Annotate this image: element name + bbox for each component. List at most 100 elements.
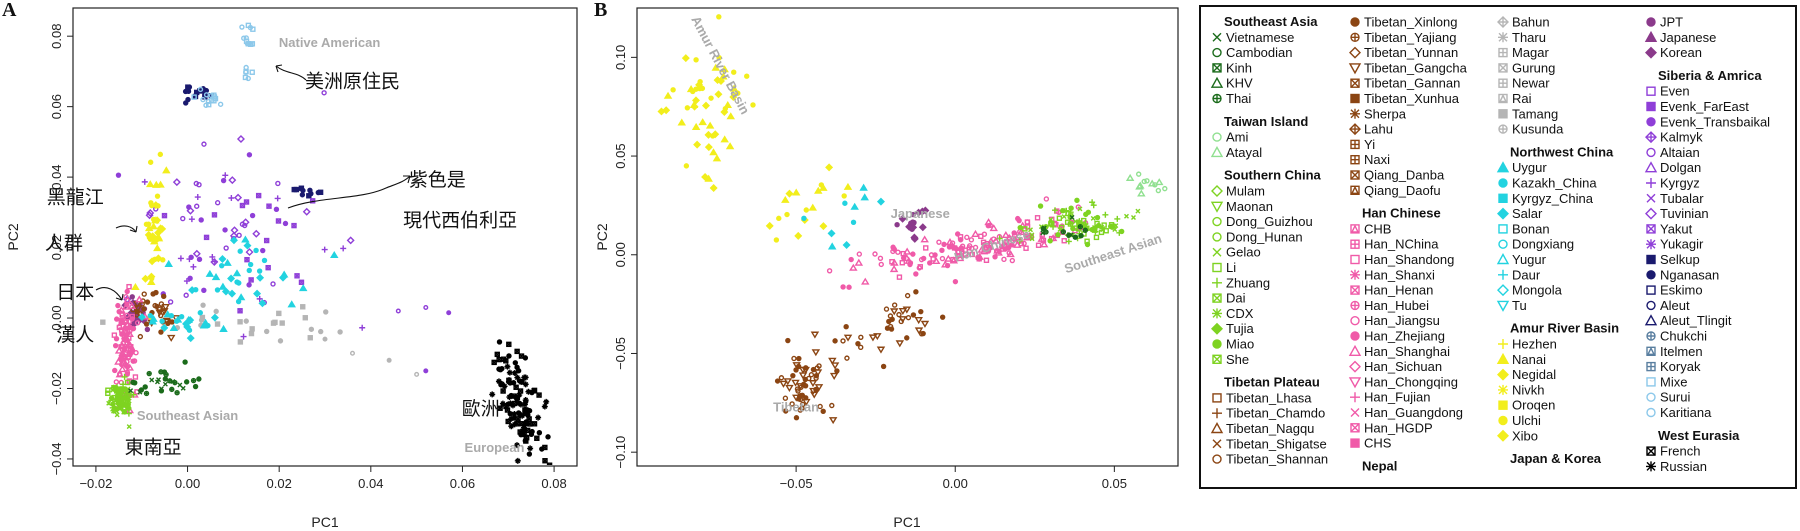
nepal-point: [337, 329, 343, 335]
nepal-point: [300, 304, 306, 310]
tibetan-point: [843, 324, 849, 330]
legend-symbol-lahu: [1349, 123, 1361, 136]
west-eurasia-point: [513, 442, 520, 449]
amur-point: [158, 224, 167, 233]
han-point: [120, 323, 130, 331]
siberia-point: [248, 277, 254, 283]
amur-point: [729, 93, 738, 102]
legend-entry-label: Korean: [1660, 45, 1702, 60]
tibetan-point: [816, 363, 822, 369]
legend-entry-label: Nivkh: [1512, 382, 1545, 397]
southern-china-point: [1022, 226, 1028, 232]
southeast-asia-point: [196, 376, 202, 382]
legend-entry-label: Tibetan_Chamdo: [1226, 406, 1325, 421]
siberia-point: [146, 208, 155, 217]
han-point: [122, 351, 128, 357]
panel-a-annotation: 人群: [45, 232, 83, 254]
legend-symbol-han-guangdong: [1350, 408, 1360, 417]
legend-symbol-han-hgdp: [1350, 423, 1360, 433]
legend-symbol-tu: [1496, 300, 1510, 312]
native-american-point: [197, 86, 204, 93]
panel-b-x-tick-label: 0.05: [1102, 476, 1127, 491]
tibetan-point: [914, 317, 923, 325]
legend-symbol-miao: [1212, 339, 1222, 349]
siberia-point: [190, 263, 197, 270]
tibetan-point: [789, 401, 795, 407]
siberia-point: [236, 135, 245, 144]
native-american-point: [247, 24, 254, 31]
nepal-point: [200, 302, 206, 308]
siberia-point: [282, 220, 289, 227]
legend-entry-label: Tibetan_Yunnan: [1364, 45, 1458, 60]
panel-a-region-label: Southeast Asian: [137, 408, 238, 423]
west-eurasia-point: [521, 432, 528, 439]
southern-china-point: [1055, 232, 1061, 238]
nepal-point: [276, 310, 282, 317]
han-point: [120, 358, 126, 364]
amur-point: [154, 254, 163, 263]
legend-entry-label: Yukagir: [1660, 237, 1704, 252]
tibetan-point: [889, 316, 895, 323]
legend-entry-label: Aleut_Tlingit: [1660, 313, 1732, 328]
west-eurasia-point: [517, 401, 524, 408]
han-point: [112, 367, 118, 374]
amur-point: [791, 188, 801, 196]
han-point: [1075, 204, 1082, 210]
han-point: [1005, 245, 1012, 251]
han-point: [846, 284, 852, 290]
legend-entry-label: Han_Zhejiang: [1364, 329, 1445, 344]
legend-entry-label: Oroqen: [1512, 398, 1555, 413]
amur-point: [141, 274, 150, 283]
han-point: [1061, 238, 1067, 244]
legend-symbol-ulchi: [1498, 415, 1508, 426]
legend-entry-label: Yugur: [1512, 252, 1547, 267]
han-point: [917, 264, 923, 270]
legend-symbol-han-hubei: [1350, 300, 1360, 311]
southern-china-point: [1047, 238, 1053, 244]
legend-symbol-tibetan-gannan: [1350, 78, 1360, 88]
tibetan-point: [803, 365, 809, 371]
west-eurasia-point: [529, 428, 535, 435]
han-point: [1006, 235, 1013, 241]
legend-symbol-maonan: [1210, 201, 1224, 213]
legend-symbol-tharu: [1498, 32, 1508, 43]
northwest-china-point: [330, 250, 339, 259]
han-point: [124, 288, 130, 295]
tibetan-point: [802, 383, 809, 389]
native-american-point: [203, 92, 210, 98]
legend-entry-label: Tu: [1512, 298, 1527, 313]
legend-entry-label: Tibetan_Lhasa: [1226, 390, 1312, 405]
northwest-china-point: [247, 261, 254, 268]
amur-point: [720, 135, 729, 143]
west-eurasia-point: [525, 388, 532, 395]
japan-korea-point: [910, 234, 919, 243]
siberia-point: [359, 324, 366, 331]
siberia-point: [237, 308, 243, 314]
legend-section-header: Taiwan Island: [1224, 114, 1308, 129]
tibetan-point: [158, 309, 167, 317]
legend-symbol-han-henan: [1350, 285, 1360, 295]
han-point: [118, 365, 127, 373]
legend-symbol-tibetan-xunhua: [1350, 93, 1360, 104]
northwest-china-point: [279, 270, 289, 278]
tibetan-point: [790, 372, 796, 379]
legend-symbol-tibetan-gangcha: [1348, 63, 1362, 75]
siberia-point: [309, 198, 316, 204]
southern-china-point: [1061, 214, 1067, 220]
native-american-point: [241, 35, 247, 41]
han-point: [920, 235, 929, 243]
siberia-point: [255, 192, 262, 199]
legend-symbol-nanai: [1496, 352, 1510, 364]
japan-korea-point: [144, 326, 151, 333]
han-point: [955, 254, 965, 262]
han-point: [1011, 237, 1018, 243]
panel-a-y-axis-title: PC2: [5, 223, 21, 250]
legend-symbol-tibetan-lhasa: [1212, 393, 1222, 403]
tibetan-point: [840, 338, 846, 344]
han-point: [840, 284, 846, 290]
legend-symbol-han-fujian: [1350, 392, 1360, 403]
amur-point: [152, 236, 161, 245]
han-point: [1011, 232, 1018, 238]
amur-point: [148, 257, 157, 266]
taiwan-point: [1144, 178, 1150, 184]
